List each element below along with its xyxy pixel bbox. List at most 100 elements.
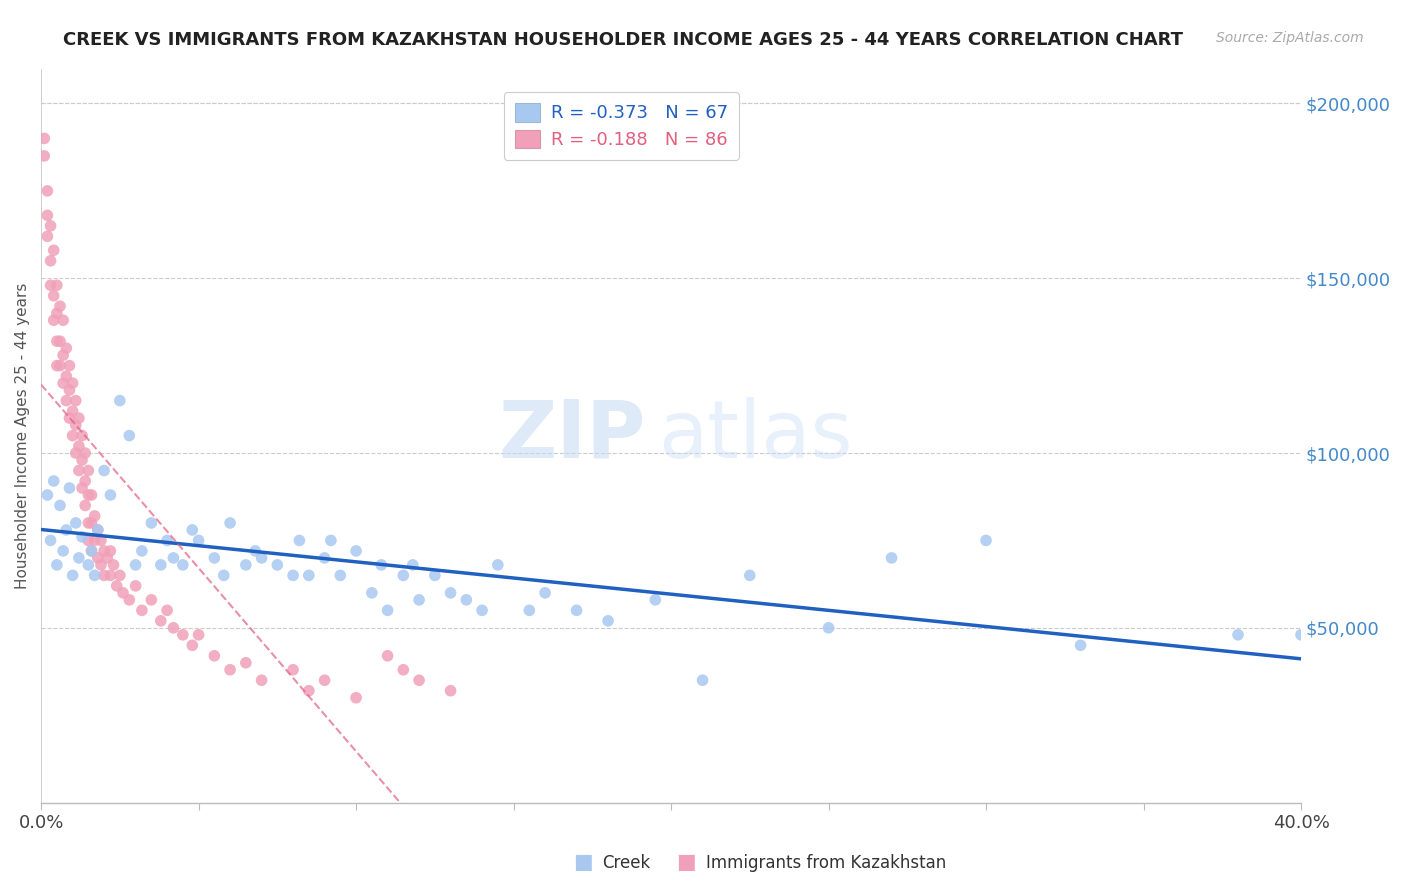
Point <box>298 568 321 582</box>
Point <box>70 428 93 442</box>
Point <box>83 508 105 523</box>
Point <box>456 592 478 607</box>
Point <box>408 592 430 607</box>
Point <box>250 673 273 688</box>
Point <box>37 184 59 198</box>
Point <box>281 663 304 677</box>
Point <box>65 418 87 433</box>
Point <box>87 550 110 565</box>
Point <box>55 341 77 355</box>
Point <box>77 488 100 502</box>
Point <box>1289 628 1312 642</box>
Point <box>90 558 112 572</box>
Point <box>392 663 415 677</box>
Point <box>45 558 67 572</box>
Point <box>344 544 367 558</box>
Point <box>187 628 209 642</box>
Point <box>370 558 392 572</box>
Legend: R = -0.373   N = 67, R = -0.188   N = 86: R = -0.373 N = 67, R = -0.188 N = 86 <box>503 92 738 160</box>
Text: ■: ■ <box>574 853 593 872</box>
Point <box>45 334 67 348</box>
Point <box>75 499 97 513</box>
Point <box>156 603 179 617</box>
Point <box>408 673 430 688</box>
Point <box>70 481 93 495</box>
Point <box>75 474 97 488</box>
Point <box>75 446 97 460</box>
Point <box>77 558 100 572</box>
Point <box>52 313 75 327</box>
Point <box>70 530 93 544</box>
Point <box>644 592 666 607</box>
Point <box>329 568 352 582</box>
Point <box>439 683 461 698</box>
Point <box>141 592 163 607</box>
Text: atlas: atlas <box>658 397 853 475</box>
Point <box>172 628 194 642</box>
Point <box>131 544 153 558</box>
Point <box>1227 628 1250 642</box>
Point <box>149 614 172 628</box>
Point <box>202 550 225 565</box>
Point <box>49 359 72 373</box>
Point <box>288 533 311 548</box>
Text: ■: ■ <box>676 853 696 872</box>
Point <box>62 428 84 442</box>
Point <box>534 586 557 600</box>
Point <box>62 404 84 418</box>
Point <box>111 586 134 600</box>
Point <box>108 393 131 408</box>
Point <box>80 488 103 502</box>
Point <box>377 603 399 617</box>
Point <box>93 463 115 477</box>
Point <box>80 544 103 558</box>
Point <box>58 359 80 373</box>
Point <box>58 481 80 495</box>
Point <box>344 690 367 705</box>
Point <box>80 544 103 558</box>
Point <box>62 568 84 582</box>
Point <box>181 523 204 537</box>
Point <box>77 516 100 530</box>
Point <box>486 558 509 572</box>
Point <box>314 673 336 688</box>
Point <box>39 278 62 293</box>
Point <box>55 369 77 384</box>
Point <box>96 550 118 565</box>
Point <box>974 533 997 548</box>
Point <box>124 558 146 572</box>
Point <box>42 474 65 488</box>
Point <box>39 253 62 268</box>
Point <box>141 516 163 530</box>
Point <box>100 568 122 582</box>
Point <box>55 523 77 537</box>
Point <box>77 533 100 548</box>
Point <box>738 568 761 582</box>
Point <box>100 544 122 558</box>
Point <box>319 533 342 548</box>
Point <box>67 411 90 425</box>
Point <box>377 648 399 663</box>
Point <box>65 393 87 408</box>
Point <box>131 603 153 617</box>
Text: CREEK VS IMMIGRANTS FROM KAZAKHSTAN HOUSEHOLDER INCOME AGES 25 - 44 YEARS CORREL: CREEK VS IMMIGRANTS FROM KAZAKHSTAN HOUS… <box>63 31 1184 49</box>
Point <box>45 306 67 320</box>
Text: Immigrants from Kazakhstan: Immigrants from Kazakhstan <box>706 855 946 872</box>
Point <box>83 533 105 548</box>
Point <box>172 558 194 572</box>
Point <box>42 244 65 258</box>
Point <box>298 683 321 698</box>
Point <box>77 463 100 477</box>
Point <box>360 586 382 600</box>
Point <box>108 568 131 582</box>
Point <box>162 550 184 565</box>
Point <box>517 603 540 617</box>
Point <box>58 383 80 397</box>
Point <box>58 411 80 425</box>
Point <box>65 446 87 460</box>
Point <box>37 229 59 244</box>
Text: ZIP: ZIP <box>499 397 645 475</box>
Point <box>439 586 461 600</box>
Point <box>118 592 141 607</box>
Point <box>880 550 903 565</box>
